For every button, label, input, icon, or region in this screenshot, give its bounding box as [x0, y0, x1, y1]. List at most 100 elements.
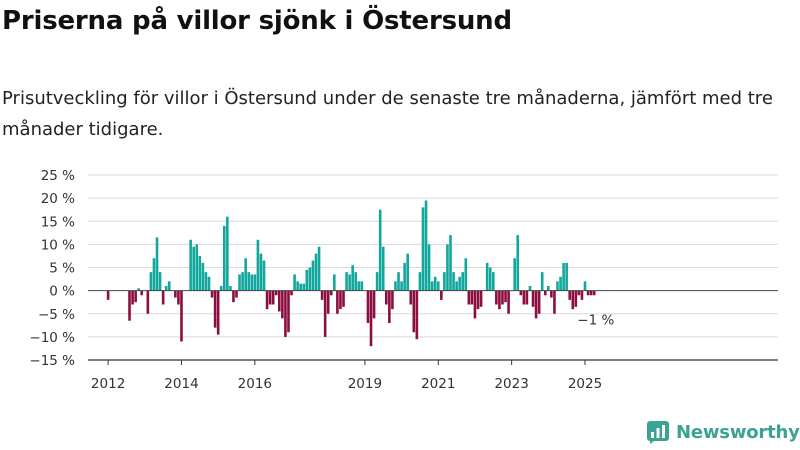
- bar: [314, 253, 318, 291]
- axes: 25 % 20 % 15 % 10 % 5 % 0 % −5 % −10 % −15 % 2012…: [29, 168, 778, 392]
- bar: [201, 262, 205, 291]
- bar: [244, 258, 247, 291]
- bar: [577, 290, 581, 296]
- y-tick-label: 0 %: [49, 284, 75, 300]
- newsworthy-logo-text: Newsworthy: [676, 421, 800, 443]
- x-tick-label: 2016: [238, 376, 272, 392]
- bar: [501, 290, 504, 305]
- bar: [210, 290, 214, 298]
- bar: [106, 290, 110, 300]
- bar: [455, 281, 458, 291]
- x-tick-label: 2019: [348, 376, 382, 392]
- bar: [232, 290, 235, 303]
- bar: [296, 281, 299, 291]
- y-tick-label: 20 %: [41, 191, 75, 207]
- y-tick-label: 10 %: [41, 237, 75, 253]
- x-tick-label: 2021: [421, 376, 455, 392]
- bar: [433, 276, 437, 291]
- bar: [342, 290, 345, 307]
- bar: [580, 290, 584, 300]
- bar: [195, 244, 199, 291]
- bar: [375, 272, 379, 291]
- bar: [284, 290, 287, 337]
- bar: [250, 274, 254, 291]
- bar: [513, 258, 516, 291]
- bar: [348, 274, 351, 291]
- bar: [329, 290, 333, 296]
- bar: [562, 262, 565, 291]
- bar: [311, 260, 315, 291]
- bar: [464, 258, 468, 291]
- bar: [409, 290, 413, 305]
- bar: [167, 281, 171, 291]
- bar: [537, 290, 541, 314]
- bar: [470, 290, 474, 305]
- bar: [345, 272, 348, 291]
- bar: [473, 290, 477, 319]
- bar: [574, 290, 578, 307]
- bar: [152, 258, 156, 291]
- x-tick-label: 2012: [91, 376, 125, 392]
- bar: [543, 290, 547, 296]
- bar: [226, 216, 229, 291]
- y-tick-label: −5 %: [38, 307, 75, 323]
- bar: [351, 265, 354, 291]
- bar: [323, 290, 327, 337]
- annotation-label: −1 %: [577, 312, 614, 328]
- newsworthy-logo-icon: [647, 421, 669, 444]
- bar: [241, 272, 244, 291]
- bar: [488, 267, 492, 291]
- bar: [528, 286, 532, 291]
- bar: [547, 286, 550, 291]
- bar: [388, 290, 391, 324]
- bar: [293, 274, 296, 291]
- bar: [198, 255, 202, 291]
- bar: [274, 290, 278, 296]
- bar: [128, 290, 131, 321]
- bar: [467, 290, 471, 305]
- y-tick-label: −10 %: [29, 330, 75, 346]
- bar: [271, 290, 275, 305]
- bar: [583, 281, 587, 291]
- bar: [360, 281, 364, 291]
- bar: [430, 281, 434, 291]
- bar: [219, 286, 223, 291]
- bar: [406, 253, 409, 291]
- bar: [495, 290, 498, 305]
- bar: [516, 235, 520, 291]
- bar: [134, 290, 137, 303]
- bar: [449, 235, 452, 291]
- bar: [137, 288, 140, 291]
- bar: [372, 290, 376, 319]
- bar: [479, 290, 483, 307]
- bar: [180, 290, 183, 342]
- y-tick-label: 25 %: [41, 168, 75, 184]
- y-tick-label: −15 %: [29, 353, 75, 369]
- y-tick-label: 5 %: [49, 261, 75, 277]
- bar: [519, 290, 523, 296]
- bar: [177, 290, 180, 305]
- bar: [308, 267, 312, 291]
- bar: [418, 272, 422, 291]
- bar: [415, 290, 419, 340]
- x-tick-label: 2014: [164, 376, 198, 392]
- bar: [568, 290, 572, 300]
- bar: [378, 209, 382, 291]
- bar: [400, 281, 403, 291]
- bar: [262, 260, 266, 291]
- bar: [213, 290, 217, 328]
- bar: [235, 290, 238, 298]
- bar: [446, 244, 449, 291]
- bar: [571, 290, 575, 310]
- bar: [586, 290, 590, 296]
- bar: [336, 290, 339, 314]
- bar: [443, 272, 446, 291]
- bar: [403, 262, 406, 291]
- bar: [412, 290, 416, 333]
- bar: [247, 272, 251, 291]
- bar: [592, 290, 596, 296]
- bar: [565, 262, 568, 291]
- bar: [357, 281, 361, 291]
- bar: [204, 272, 208, 291]
- bar: [436, 281, 440, 291]
